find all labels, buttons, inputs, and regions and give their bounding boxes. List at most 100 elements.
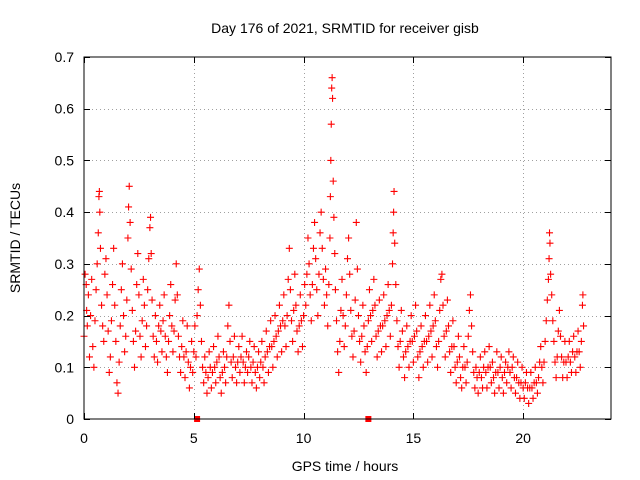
data-point (126, 218, 134, 226)
data-point (386, 332, 394, 340)
data-point (550, 337, 558, 345)
data-point (223, 353, 231, 361)
data-point (327, 120, 335, 128)
x-tick-label: 0 (80, 430, 88, 446)
data-point (445, 322, 453, 330)
data-point (91, 317, 99, 325)
data-point (430, 291, 438, 299)
y-tick-label: 0 (66, 411, 74, 427)
data-point (495, 384, 503, 392)
data-point (342, 291, 350, 299)
data-point (190, 348, 198, 356)
data-point (297, 317, 305, 325)
data-point (145, 255, 153, 263)
data-point (378, 348, 386, 356)
data-point (458, 384, 466, 392)
data-point (395, 363, 403, 371)
data-point (453, 358, 461, 366)
data-point (380, 291, 388, 299)
data-point (173, 291, 181, 299)
data-point (331, 250, 339, 258)
data-point (542, 317, 550, 325)
data-point (93, 260, 101, 268)
data-point (486, 363, 494, 371)
data-point (300, 312, 308, 320)
data-point (225, 301, 233, 309)
data-point (359, 301, 367, 309)
data-point (319, 275, 327, 283)
data-point (440, 332, 448, 340)
data-point (236, 368, 244, 376)
data-point (525, 399, 533, 407)
data-point (270, 337, 278, 345)
data-point (535, 374, 543, 382)
data-point (373, 353, 381, 361)
data-point (260, 379, 268, 387)
data-point (432, 343, 440, 351)
data-point (496, 363, 504, 371)
data-point (449, 317, 457, 325)
data-point (224, 322, 232, 330)
data-point (181, 374, 189, 382)
data-point (101, 270, 109, 278)
data-point (151, 312, 159, 320)
data-point (543, 296, 551, 304)
data-point (528, 384, 536, 392)
data-point (441, 353, 449, 361)
data-point (248, 379, 256, 387)
data-point (314, 312, 322, 320)
data-point (350, 327, 358, 335)
data-point (193, 312, 201, 320)
data-point (570, 332, 578, 340)
data-point (184, 358, 192, 366)
data-point (349, 353, 357, 361)
data-point (540, 358, 548, 366)
data-point (271, 312, 279, 320)
data-point (572, 368, 580, 376)
data-point (329, 94, 337, 102)
data-point (207, 384, 215, 392)
data-point (147, 250, 155, 258)
data-point (415, 374, 423, 382)
data-point (88, 275, 96, 283)
data-point (144, 286, 152, 294)
data-point (307, 317, 315, 325)
data-point (156, 301, 164, 309)
data-point (401, 374, 409, 382)
data-point (94, 229, 102, 237)
data-point (527, 368, 535, 376)
data-point (431, 317, 439, 325)
data-point (465, 306, 473, 314)
data-point (258, 337, 266, 345)
data-point (211, 363, 219, 371)
data-point (309, 244, 317, 252)
data-point (132, 327, 140, 335)
data-point (521, 379, 529, 387)
data-point (341, 322, 349, 330)
data-point (408, 337, 416, 345)
data-points (80, 74, 588, 422)
data-point (134, 250, 142, 258)
data-point (183, 322, 191, 330)
data-point (250, 343, 258, 351)
data-point (434, 363, 442, 371)
data-point (245, 353, 253, 361)
data-point (555, 306, 563, 314)
data-point (172, 260, 180, 268)
data-point (232, 363, 240, 371)
data-point (201, 353, 209, 361)
data-point (327, 156, 335, 164)
data-point (247, 363, 255, 371)
data-point (358, 332, 366, 340)
data-point (84, 291, 92, 299)
data-point (81, 270, 89, 278)
data-point (435, 337, 443, 345)
data-point (548, 291, 556, 299)
data-point (421, 312, 429, 320)
data-point (106, 353, 114, 361)
data-point (252, 384, 260, 392)
axis-ticks: 0 0.1 0.2 0.3 0.4 0.5 0.6 0.7 0 5 10 15 20 (55, 49, 611, 446)
y-tick-label: 0.1 (55, 359, 75, 375)
data-point (368, 337, 376, 345)
data-point (323, 291, 331, 299)
